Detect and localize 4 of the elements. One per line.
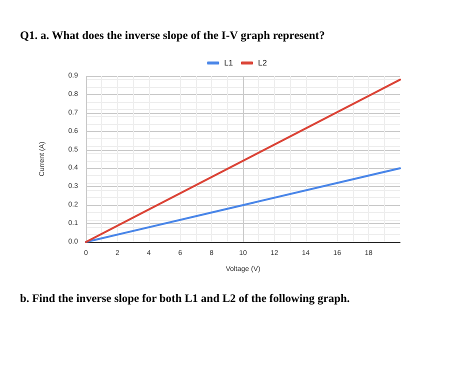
legend-label: L1	[224, 58, 234, 68]
chart-title: Q1. a. What does the inverse slope of the I-V graph represent?	[20, 30, 325, 42]
text: b. Find the inverse slope for both L1 and L2 of the following graph.	[20, 293, 350, 305]
legend-label: L2	[258, 58, 268, 68]
